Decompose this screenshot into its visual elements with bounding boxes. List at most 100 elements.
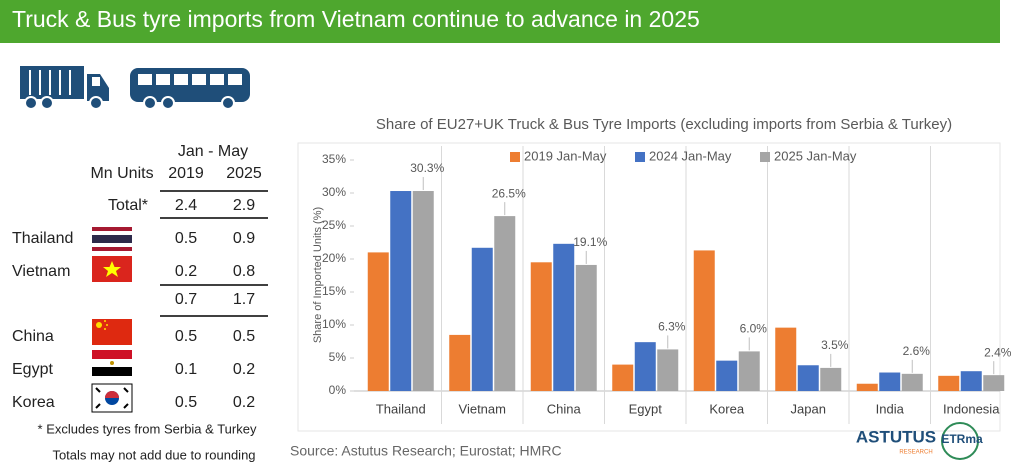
- column-header: 2025: [226, 165, 262, 182]
- bus-icon: [130, 68, 250, 110]
- y-axis-title: Share of Imported Units (%): [312, 207, 324, 343]
- title-bar: [0, 0, 1000, 43]
- flag-thailand: [92, 227, 132, 251]
- cell: 1.7: [233, 291, 255, 308]
- legend-swatch: [760, 152, 770, 162]
- logo-etrma: ETRma: [941, 432, 983, 446]
- data-label: 30.3%: [410, 161, 444, 175]
- data-label: 6.0%: [740, 322, 768, 336]
- cell: 2.9: [233, 197, 255, 214]
- cell: 0.5: [175, 230, 197, 247]
- x-tick-label: Egypt: [629, 401, 663, 416]
- y-tick-label: 35%: [322, 152, 346, 166]
- bar: [901, 373, 923, 391]
- cell: 2.4: [175, 197, 197, 214]
- data-label: 2.4%: [984, 345, 1012, 359]
- bar: [820, 367, 842, 391]
- flag-vietnam: [92, 256, 132, 282]
- bar: [657, 349, 679, 391]
- row-label: Korea: [12, 394, 55, 411]
- cell: 0.8: [233, 263, 255, 280]
- bar: [575, 264, 597, 391]
- x-tick-label: Thailand: [376, 401, 426, 416]
- plot: 0% 5% 10% 15% 20% 25% 30% 35% Thailand 30.3% Vietn…: [322, 146, 1012, 424]
- cell: 0.5: [175, 328, 197, 345]
- truck-icon: [20, 66, 109, 110]
- bar: [471, 247, 493, 391]
- y-tick-label: 5%: [329, 350, 347, 364]
- x-tick-label: Indonesia: [943, 401, 1000, 416]
- row-label: China: [12, 328, 54, 345]
- bar: [983, 375, 1005, 391]
- bar: [797, 365, 819, 391]
- x-tick-label: Vietnam: [459, 401, 506, 416]
- data-label: 3.5%: [821, 338, 849, 352]
- slide-title: Truck & Bus tyre imports from Vietnam co…: [12, 6, 700, 32]
- logo-etrma-ring: [941, 422, 979, 460]
- logo-astutus-sub: RESEARCH: [899, 450, 932, 456]
- bar: [856, 383, 878, 391]
- source: Source: Astutus Research; Eurostat; HMRC: [290, 443, 562, 459]
- cell: 0.5: [175, 394, 197, 411]
- bar: [960, 371, 982, 391]
- data-label: 26.5%: [492, 186, 526, 200]
- x-tick-label: India: [876, 401, 905, 416]
- bar: [938, 375, 960, 391]
- chart-frame: [297, 142, 1001, 432]
- bar: [693, 250, 715, 391]
- bar: [612, 364, 634, 391]
- footnote: Totals may not add due to rounding: [52, 447, 255, 462]
- column-header: Mn Units: [90, 165, 153, 182]
- data-label: 19.1%: [573, 235, 607, 249]
- legend-label: 2024 Jan-May: [649, 148, 732, 163]
- bar: [530, 262, 552, 391]
- row-label: Egypt: [12, 361, 53, 378]
- flag-egypt: [92, 350, 132, 376]
- y-tick-label: 30%: [322, 185, 346, 199]
- x-tick-label: China: [547, 401, 582, 416]
- y-tick-label: 25%: [322, 218, 346, 232]
- flag-korea: [91, 383, 133, 413]
- cell: 0.1: [175, 361, 197, 378]
- y-tick-label: 15%: [322, 284, 346, 298]
- x-tick-label: Korea: [709, 401, 744, 416]
- bar: [716, 360, 738, 391]
- logo-astutus: ASTUTUS: [856, 427, 936, 446]
- footnote: * Excludes tyres from Serbia & Turkey: [38, 421, 257, 436]
- row-label: Vietnam: [12, 263, 70, 280]
- bar: [449, 334, 471, 391]
- bar: [738, 351, 760, 391]
- cell: 0.5: [233, 328, 255, 345]
- chart-title: Share of EU27+UK Truck & Bus Tyre Import…: [376, 116, 952, 133]
- table-rules: [160, 190, 268, 317]
- bar: [390, 191, 412, 391]
- column-header: 2019: [168, 165, 204, 182]
- row-label: Total*: [108, 197, 148, 214]
- bar: [553, 243, 575, 391]
- bar: [775, 327, 797, 391]
- table: Mn Units 2019 2025 Total* 2.4 2.9 Thailand 0.5 0…: [12, 165, 262, 411]
- x-tick-label: Japan: [791, 401, 826, 416]
- bar: [494, 216, 516, 391]
- data-label: 6.3%: [658, 320, 686, 334]
- legend-label: 2019 Jan-May: [524, 148, 607, 163]
- bar: [367, 252, 389, 391]
- legend-swatch: [635, 152, 645, 162]
- y-tick-label: 20%: [322, 251, 346, 265]
- y-tick-label: 0%: [329, 383, 347, 397]
- row-label: Thailand: [12, 230, 73, 247]
- cell: 0.7: [175, 291, 197, 308]
- cell: 0.2: [175, 263, 197, 280]
- cell: 0.2: [233, 394, 255, 411]
- legend-swatch: [510, 152, 520, 162]
- data-label: 2.6%: [903, 344, 931, 358]
- flag-china: [92, 319, 132, 345]
- cell: 0.9: [233, 230, 255, 247]
- table-group-header: Jan - May: [178, 143, 248, 160]
- bar: [412, 191, 434, 391]
- bar: [634, 342, 656, 391]
- cell: 0.2: [233, 361, 255, 378]
- y-tick-label: 10%: [322, 317, 346, 331]
